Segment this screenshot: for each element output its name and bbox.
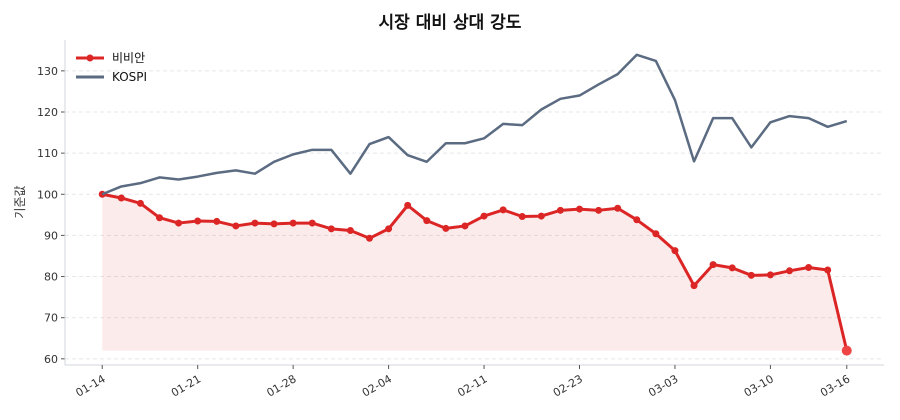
data-point (194, 217, 202, 225)
y-tick-label: 60 (44, 353, 58, 366)
data-point (805, 264, 813, 271)
data-point (251, 219, 259, 227)
data-point (747, 271, 755, 279)
data-point (213, 217, 221, 225)
data-point (786, 267, 793, 275)
y-axis-label: 기준값 (13, 185, 27, 218)
data-point (346, 226, 354, 234)
data-point (633, 216, 641, 224)
legend-label-1: KOSPI (112, 70, 147, 84)
data-point (175, 219, 183, 227)
data-point (461, 222, 469, 230)
x-tick-label: 01-28 (264, 372, 298, 399)
y-tick-label: 130 (37, 65, 58, 78)
data-point (442, 224, 450, 232)
data-point (499, 206, 507, 214)
y-tick-label: 90 (44, 229, 58, 242)
legend: 비비안 KOSPI (76, 51, 147, 84)
x-tick-label: 03-03 (646, 372, 680, 399)
data-point (537, 212, 545, 220)
x-tick-label: 02-23 (551, 372, 585, 399)
x-tick-label: 01-21 (169, 372, 203, 399)
x-tick-label: 03-10 (742, 372, 776, 399)
data-point (385, 225, 393, 233)
data-point (652, 230, 660, 238)
data-point (614, 204, 622, 212)
data-point (480, 212, 488, 220)
legend-marker-0 (86, 54, 94, 62)
data-point (423, 217, 431, 225)
legend-label-0: 비비안 (112, 51, 145, 65)
data-point (576, 205, 583, 213)
data-point (709, 261, 717, 269)
data-point (270, 220, 278, 228)
x-tick-label: 02-04 (360, 372, 394, 399)
data-point (728, 264, 736, 272)
data-point (156, 214, 163, 222)
data-point (308, 219, 316, 227)
data-point (518, 212, 526, 220)
series-line-0 (101, 192, 849, 351)
y-tick-label: 80 (44, 271, 58, 284)
data-point (841, 345, 852, 356)
y-tick-label: 120 (37, 106, 58, 119)
y-tick-label: 100 (37, 188, 58, 201)
x-tick-label: 03-16 (818, 372, 852, 399)
data-point (366, 234, 373, 242)
data-point (671, 247, 679, 255)
data-point (136, 199, 144, 207)
series-line-1 (101, 53, 848, 196)
y-tick-label: 70 (44, 312, 58, 325)
x-tick-label: 01-14 (74, 372, 108, 399)
data-point (766, 271, 774, 279)
chart-title: 시장 대비 상대 강도 (379, 13, 522, 33)
data-point (117, 194, 125, 202)
data-point (556, 206, 564, 214)
data-point (232, 222, 240, 230)
y-tick-label: 110 (37, 147, 58, 160)
data-point (289, 219, 297, 227)
data-point (327, 225, 335, 233)
data-point (595, 206, 603, 214)
series-fill-0 (102, 194, 847, 351)
data-point (824, 266, 832, 274)
x-tick-label: 02-11 (455, 372, 489, 399)
data-point (404, 201, 412, 209)
data-point (690, 282, 698, 290)
